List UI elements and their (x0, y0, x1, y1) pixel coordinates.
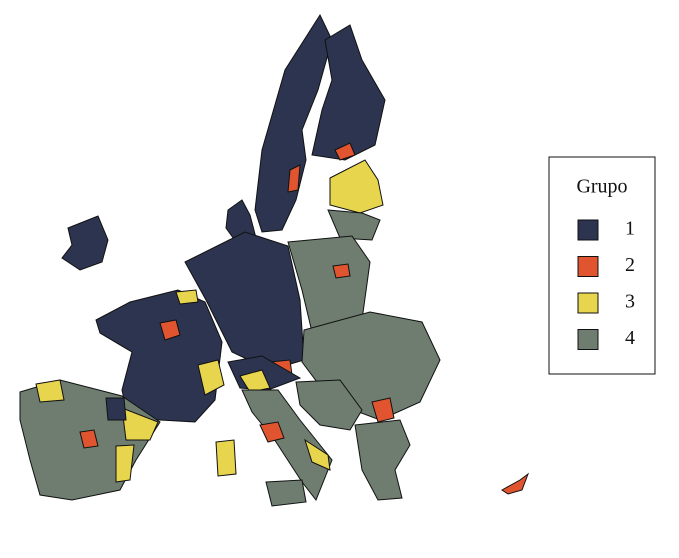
legend-swatch (577, 292, 599, 314)
legend-label: 4 (625, 327, 635, 349)
legend-label: 1 (625, 218, 635, 240)
region (159, 319, 181, 341)
region (175, 289, 199, 305)
region (311, 24, 386, 161)
region (115, 444, 135, 483)
legend-swatch (577, 256, 599, 277)
region (354, 419, 411, 501)
region (371, 397, 395, 423)
region (287, 164, 301, 193)
regions (19, 13, 530, 507)
legend-swatch (577, 219, 599, 241)
region (295, 379, 363, 431)
legend-title: Grupo (576, 176, 627, 198)
region (239, 369, 271, 393)
region (79, 429, 99, 449)
region (61, 215, 109, 271)
region (121, 407, 159, 441)
region (35, 379, 65, 403)
region (265, 479, 307, 507)
legend-label: 2 (625, 254, 635, 276)
region (254, 13, 333, 233)
region (334, 142, 356, 161)
region (95, 289, 223, 423)
region (215, 439, 237, 477)
region (304, 438, 331, 471)
legend-label: 3 (625, 291, 635, 313)
legend: 1 2 3 4 (577, 218, 635, 350)
region (105, 397, 127, 421)
legend-box (548, 156, 656, 375)
region (501, 472, 530, 495)
region (241, 389, 333, 501)
region (327, 209, 381, 241)
region (197, 359, 225, 396)
legend-swatch (577, 329, 599, 350)
region (329, 159, 384, 214)
region (332, 263, 351, 279)
region (259, 421, 285, 443)
